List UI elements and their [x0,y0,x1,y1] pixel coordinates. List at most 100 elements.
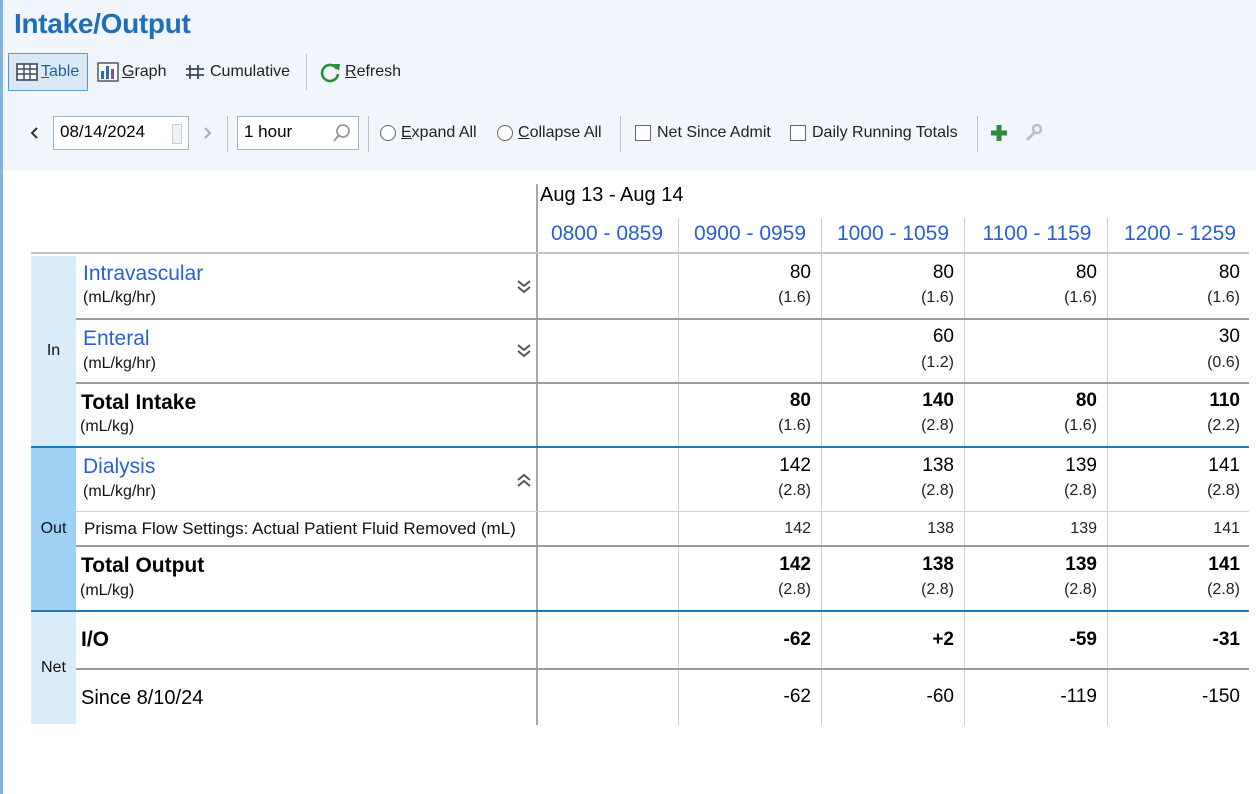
table-cell: 80 [932,262,954,283]
collapse-all-option[interactable]: Collapse All [497,124,602,142]
next-date-button[interactable] [199,122,215,144]
table-cell: -62 [783,686,811,707]
row-divider [76,382,1249,384]
graph-view-button[interactable]: Graph [97,53,166,91]
daily-running-totals-label: Daily Running Totals [812,124,958,141]
intravascular-label[interactable]: Intravascular [83,262,204,285]
table-cell: 60 [932,326,954,347]
chevron-left-icon [30,127,38,139]
table-cell-sub: (1.6) [1064,417,1097,434]
since-label: Since 8/10/24 [81,687,204,709]
enteral-unit: (mL/kg/hr) [83,355,156,372]
filter-separator [368,116,369,152]
table-cell: -59 [1069,629,1097,650]
net-since-admit-checkbox[interactable] [635,125,651,141]
cumulative-view-label: Cumulative [210,63,291,80]
settings-button[interactable] [1024,124,1042,142]
table-cell: 138 [922,455,954,476]
table-cell-sub: (1.6) [778,289,811,306]
table-cell-sub: (1.6) [1064,289,1097,306]
row-divider [76,511,1249,512]
add-button[interactable] [990,124,1008,142]
row-divider [76,318,1249,320]
plus-icon [991,125,1007,141]
table-cell-sub: (0.6) [1207,354,1240,371]
net-since-admit-label: Net Since Admit [657,124,771,141]
double-chevron-down-icon[interactable] [516,343,532,359]
table-cell: 139 [1065,554,1097,575]
prisma-label: Prisma Flow Settings: Actual Patient Flu… [84,519,516,538]
column-header-1100[interactable]: 1100 - 1159 [982,222,1092,245]
bar-chart-icon [97,62,119,82]
search-icon[interactable] [332,123,352,143]
table-cell: 139 [1070,520,1097,537]
net-since-admit-option[interactable]: Net Since Admit [635,124,771,142]
daily-running-totals-checkbox[interactable] [790,125,806,141]
column-header-1000[interactable]: 1000 - 1059 [836,222,950,245]
section-divider [31,610,1249,612]
double-chevron-up-icon[interactable] [516,472,532,488]
date-field[interactable]: 08/14/2024 [53,116,189,150]
section-divider [31,446,1249,448]
table-cell: -31 [1212,629,1240,650]
table-cell-sub: (2.8) [778,581,811,598]
table-cell: 140 [922,390,954,411]
date-range-header: Aug 13 - Aug 14 [540,184,684,206]
dialysis-label[interactable]: Dialysis [83,455,156,478]
toolbar-separator [306,54,307,90]
table-cell-sub: (2.8) [778,482,811,499]
table-cell: -150 [1201,686,1240,707]
column-header-1200[interactable]: 1200 - 1259 [1123,222,1237,245]
table-cell: 141 [1208,554,1240,575]
window-edge [0,0,3,794]
section-net: Net [31,612,76,724]
intravascular-unit: (mL/kg/hr) [83,289,156,306]
table-cell: 80 [1075,390,1097,411]
column-header-0800[interactable]: 0800 - 0859 [550,222,664,245]
interval-field[interactable]: 1 hour [237,116,359,150]
table-cell-sub: (2.2) [1207,417,1240,434]
table-cell-sub: (2.8) [1207,482,1240,499]
cumulative-icon [186,65,204,79]
table-cell-sub: (1.2) [921,354,954,371]
previous-date-button[interactable] [27,122,43,144]
enteral-label[interactable]: Enteral [83,327,150,350]
filter-separator [227,116,228,152]
table-cell: 80 [789,390,811,411]
table-cell-sub: (1.6) [921,289,954,306]
table-view-button[interactable]: Table [8,53,88,91]
expand-all-label: Expand All [401,124,477,141]
total-intake-unit: (mL/kg) [80,418,135,435]
table-view-label: Table [41,63,80,80]
table-cell-sub: (1.6) [1207,289,1240,306]
section-out-label: Out [40,520,67,537]
grid-line [536,184,538,725]
table-cell: 30 [1218,326,1240,347]
row-divider [76,545,1249,547]
cumulative-view-button[interactable]: Cumulative [184,53,290,91]
expand-all-option[interactable]: Expand All [380,124,477,142]
interval-value: 1 hour [244,122,293,141]
table-cell-sub: (2.8) [921,581,954,598]
table-cell: 80 [1075,262,1097,283]
row-divider [76,668,1249,670]
total-intake-label: Total Intake [81,391,197,414]
table-cell: 142 [779,554,811,575]
date-spinner[interactable] [172,124,182,144]
date-value: 08/14/2024 [60,122,146,141]
table-cell: 80 [789,262,811,283]
double-chevron-down-icon[interactable] [516,279,532,295]
section-net-label: Net [41,659,66,676]
page-title: Intake/Output [14,8,191,39]
table-cell: 138 [927,520,954,537]
collapse-all-radio[interactable] [497,125,513,141]
table-cell: 138 [922,554,954,575]
expand-all-radio[interactable] [380,125,396,141]
section-in-label: In [46,342,61,359]
refresh-button[interactable]: Refresh [319,53,401,91]
table-cell-sub: (1.6) [778,417,811,434]
grid-line [1107,218,1108,725]
daily-running-totals-option[interactable]: Daily Running Totals [790,124,958,142]
column-header-0900[interactable]: 0900 - 0959 [693,222,807,245]
grid-line [821,218,822,725]
